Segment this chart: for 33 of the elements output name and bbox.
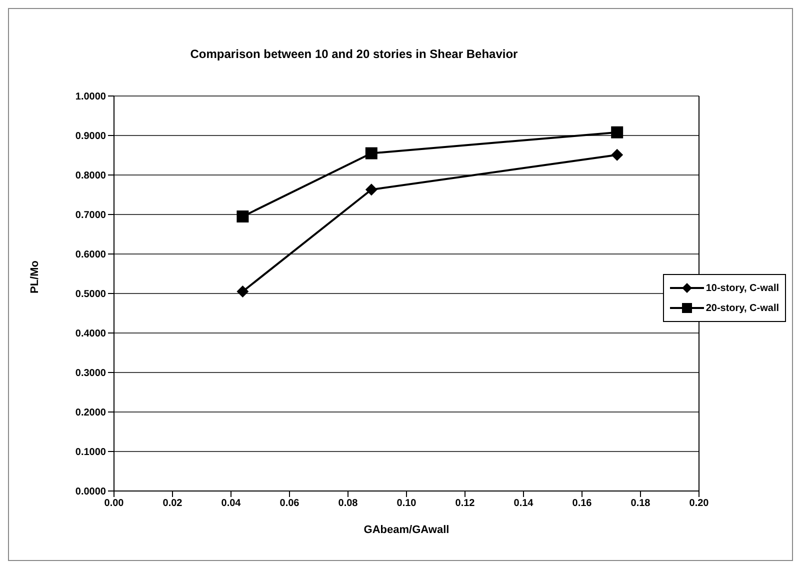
x-tick-label: 0.10 — [396, 498, 417, 510]
x-tick-label: 0.18 — [630, 498, 651, 510]
y-tick-label: 0.0000 — [75, 486, 106, 498]
y-tick-label: 0.5000 — [75, 289, 106, 300]
x-tick-label: 0.12 — [455, 498, 476, 510]
x-axis-title: GAbeam/GAwall — [364, 524, 450, 536]
x-tick-label: 0.08 — [338, 498, 358, 510]
point — [236, 286, 249, 298]
x-tick-label: 0.06 — [280, 498, 300, 510]
x-tick-label: 0.04 — [221, 498, 242, 510]
chart-title: Comparison between 10 and 20 stories in Shear Behavior — [189, 47, 519, 61]
y-tick-label: 0.3000 — [75, 368, 106, 380]
x-tick-label: 0.16 — [572, 498, 592, 510]
y-tick-label: 0.2000 — [75, 408, 106, 419]
y-axis-title: PL/Mo — [28, 260, 41, 294]
y-tick-label: 1.0000 — [75, 92, 106, 103]
x-tick-label: 0.14 — [514, 498, 534, 510]
x-tick-label: 0.00 — [104, 498, 124, 510]
point — [365, 147, 378, 160]
point — [611, 148, 624, 161]
y-tick-label: 0.1000 — [75, 447, 106, 458]
y-tick-label: 0.9000 — [75, 131, 106, 142]
y-tick-label: 0.6000 — [75, 250, 106, 261]
x-tick-label: 0.02 — [162, 498, 183, 510]
point — [611, 126, 624, 138]
y-tick-label: 0.4000 — [75, 328, 106, 340]
y-tick-label: 0.8000 — [75, 170, 106, 182]
legend-label: 10-story, C-wall — [706, 282, 779, 294]
legend-label: 20-story, C-wall — [706, 302, 779, 314]
x-tick-label: 0.20 — [689, 498, 710, 510]
point — [365, 184, 378, 196]
point — [236, 210, 249, 222]
y-tick-label: 0.7000 — [75, 210, 106, 222]
